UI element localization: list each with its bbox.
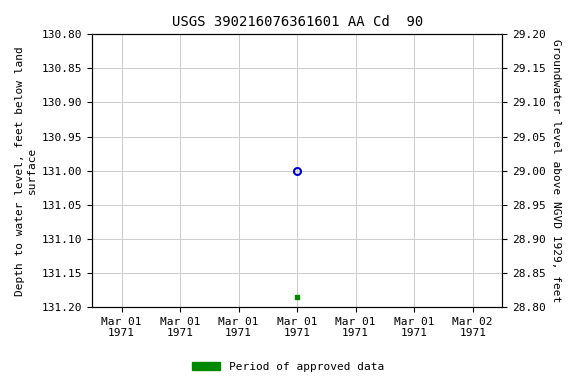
Title: USGS 390216076361601 AA Cd  90: USGS 390216076361601 AA Cd 90: [172, 15, 423, 29]
Y-axis label: Groundwater level above NGVD 1929, feet: Groundwater level above NGVD 1929, feet: [551, 39, 561, 302]
Legend: Period of approved data: Period of approved data: [188, 358, 388, 377]
Y-axis label: Depth to water level, feet below land
surface: Depth to water level, feet below land su…: [15, 46, 37, 296]
